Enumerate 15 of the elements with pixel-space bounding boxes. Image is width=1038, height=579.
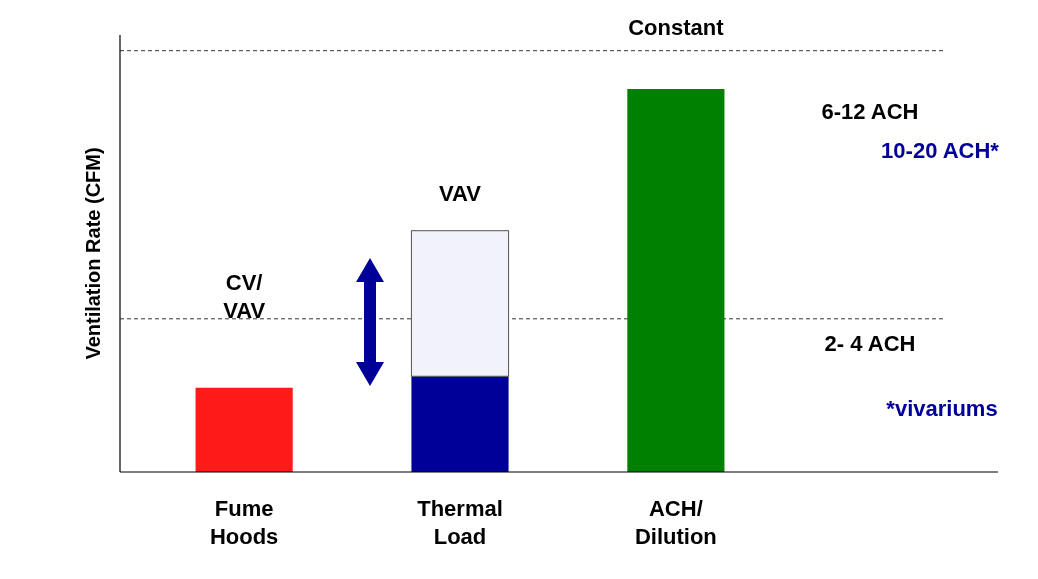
x-tick-label: Thermal Load (417, 496, 503, 549)
bar (411, 376, 509, 472)
ref-line-label: 6-12 ACH (821, 98, 919, 124)
annotation: 10-20 ACH* (881, 138, 1000, 163)
bar (195, 387, 293, 472)
annotation: VAV (439, 180, 482, 206)
ref-line-label: 2- 4 ACH (824, 330, 916, 356)
text: Constant (628, 14, 725, 40)
bar (627, 89, 725, 472)
annotation: CV/ VAV (223, 269, 266, 323)
y-axis-title: Ventilation Rate (CFM) (82, 147, 104, 360)
bar (410, 230, 510, 377)
x-tick-label: Fume Hoods (209, 496, 279, 549)
x-tick-label: ACH/ Dilution (634, 496, 717, 549)
annotation: *vivariums (886, 396, 998, 421)
